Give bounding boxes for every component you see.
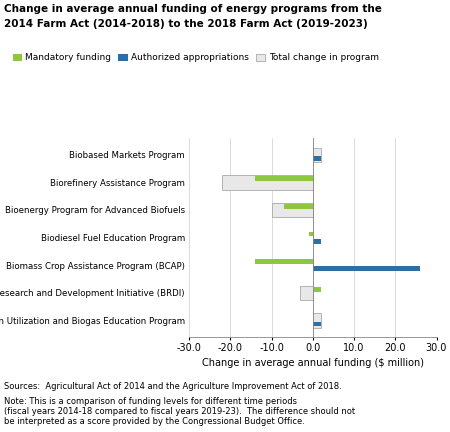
Bar — [271, 203, 313, 217]
Text: Note: This is a comparison of funding levels for different time periods
(fiscal : Note: This is a comparison of funding le… — [4, 397, 356, 426]
Bar — [313, 266, 420, 271]
Bar — [313, 287, 321, 292]
Bar — [313, 321, 321, 327]
Bar — [301, 286, 313, 300]
Bar — [255, 176, 313, 181]
Bar — [313, 156, 321, 161]
Text: Sources:  Agricultural Act of 2014 and the Agriculture Improvement Act of 2018.: Sources: Agricultural Act of 2014 and th… — [4, 382, 342, 391]
Bar — [255, 259, 313, 264]
X-axis label: Change in average annual funding ($ million): Change in average annual funding ($ mill… — [202, 358, 424, 368]
Text: 2014 Farm Act (2014-2018) to the 2018 Farm Act (2019-2023): 2014 Farm Act (2014-2018) to the 2018 Fa… — [4, 19, 368, 29]
Bar — [313, 313, 321, 327]
Text: Change in average annual funding of energy programs from the: Change in average annual funding of ener… — [4, 4, 382, 14]
Bar — [313, 239, 321, 244]
Bar — [309, 232, 313, 236]
Bar — [284, 204, 313, 209]
Bar — [313, 148, 321, 162]
Bar — [222, 175, 313, 190]
Legend: Mandatory funding, Authorized appropriations, Total change in program: Mandatory funding, Authorized appropriat… — [9, 50, 382, 66]
